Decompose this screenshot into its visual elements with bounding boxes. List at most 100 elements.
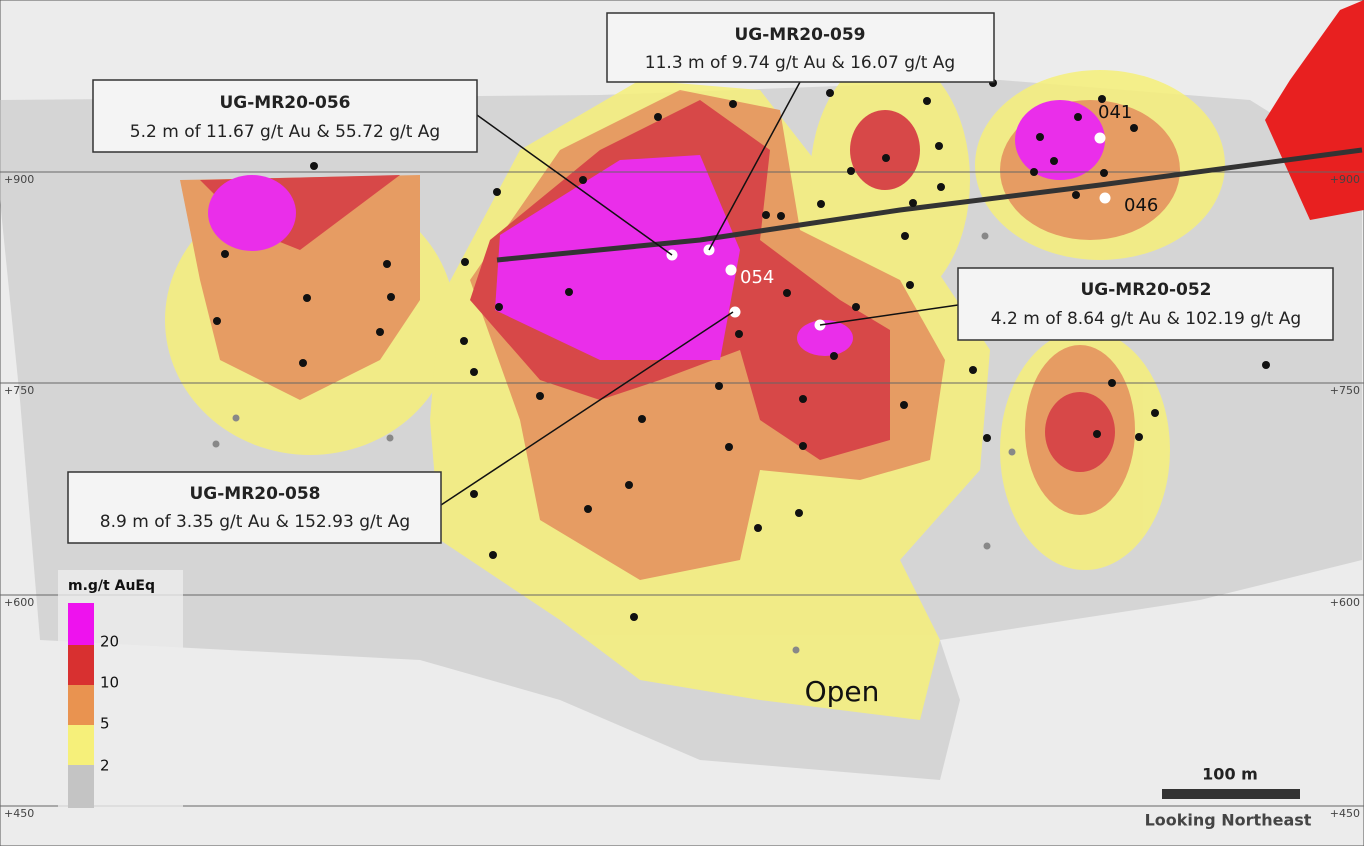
annotation: Open bbox=[805, 675, 880, 708]
legend-level: 2 bbox=[100, 757, 110, 775]
legend-swatch bbox=[68, 685, 94, 725]
drill-point bbox=[376, 328, 384, 336]
drill-point bbox=[725, 264, 737, 276]
drill-point bbox=[783, 289, 791, 297]
leaders bbox=[440, 81, 959, 506]
drill-point bbox=[1151, 409, 1159, 417]
scale-label: 100 m bbox=[1202, 765, 1258, 784]
drill-point bbox=[1008, 448, 1016, 456]
drill-point bbox=[852, 303, 860, 311]
drill-point bbox=[983, 542, 991, 550]
drill-point bbox=[638, 415, 646, 423]
drill-point bbox=[1262, 361, 1270, 369]
drill-point bbox=[310, 162, 318, 170]
drill-point bbox=[906, 281, 914, 289]
drill-point bbox=[213, 317, 221, 325]
drill-point bbox=[1135, 433, 1143, 441]
magenta-zone bbox=[1015, 100, 1105, 180]
drill-point bbox=[1130, 124, 1138, 132]
hole-label: 046 bbox=[1124, 195, 1158, 216]
red-solid bbox=[1265, 0, 1364, 220]
drill-point bbox=[909, 199, 917, 207]
drill-point bbox=[729, 306, 741, 318]
drill-point bbox=[1098, 95, 1106, 103]
drill-point bbox=[777, 212, 785, 220]
drill-point bbox=[1074, 113, 1082, 121]
callout-hole: UG-MR20-052 bbox=[1080, 280, 1211, 300]
drill-point bbox=[900, 401, 908, 409]
drill-points bbox=[212, 79, 1270, 654]
drill-point bbox=[969, 366, 977, 374]
drill-point bbox=[470, 490, 478, 498]
drill-point bbox=[935, 142, 943, 150]
drill-point bbox=[817, 200, 825, 208]
drill-point bbox=[386, 434, 394, 442]
drill-point bbox=[1072, 191, 1080, 199]
drill-point bbox=[1099, 192, 1111, 204]
leader-line bbox=[469, 109, 673, 256]
drill-point bbox=[1030, 168, 1038, 176]
magenta-zone bbox=[797, 320, 853, 356]
drill-point bbox=[735, 330, 743, 338]
callout-box bbox=[67, 471, 442, 544]
elevation-label: +600 bbox=[1330, 596, 1360, 609]
drill-point bbox=[536, 392, 544, 400]
callout-box bbox=[957, 267, 1334, 341]
underground-drift bbox=[496, 147, 1363, 263]
drill-point bbox=[1050, 157, 1058, 165]
drill-point bbox=[565, 288, 573, 296]
drill-point bbox=[387, 293, 395, 301]
drill-point bbox=[901, 232, 909, 240]
drill-point bbox=[493, 188, 501, 196]
callout-intercept: 8.9 m of 3.35 g/t Au & 152.93 g/t Ag bbox=[100, 512, 410, 532]
drill-point bbox=[792, 646, 800, 654]
hole-label: 054 bbox=[740, 267, 774, 288]
elevation-label: +600 bbox=[4, 596, 34, 609]
callout-box bbox=[92, 79, 478, 153]
drill-point bbox=[460, 337, 468, 345]
callout-intercept: 4.2 m of 8.64 g/t Au & 102.19 g/t Ag bbox=[991, 309, 1301, 329]
drill-point bbox=[232, 414, 240, 422]
legend-swatch bbox=[68, 765, 94, 808]
drill-point bbox=[762, 211, 770, 219]
drill-point bbox=[579, 176, 587, 184]
drill-point bbox=[470, 368, 478, 376]
legend-swatch bbox=[68, 603, 94, 645]
drill-point bbox=[830, 352, 838, 360]
drill-point bbox=[799, 395, 807, 403]
magenta-zone bbox=[495, 155, 740, 360]
drill-point bbox=[630, 613, 638, 621]
view-direction: Looking Northeast bbox=[1145, 811, 1312, 830]
drill-point bbox=[584, 505, 592, 513]
drill-point bbox=[1036, 133, 1044, 141]
hole-label: 041 bbox=[1098, 102, 1132, 123]
drill-point bbox=[383, 260, 391, 268]
drill-point bbox=[489, 551, 497, 559]
red-zone bbox=[1045, 392, 1115, 472]
drill-point bbox=[212, 440, 220, 448]
legend-level: 5 bbox=[100, 715, 110, 733]
drill-point bbox=[937, 183, 945, 191]
drill-point bbox=[795, 509, 803, 517]
drill-point bbox=[1094, 132, 1106, 144]
red-solid-shape bbox=[1265, 0, 1364, 220]
elevation-lines bbox=[0, 171, 1364, 807]
magenta-zone bbox=[208, 175, 296, 251]
drill-point bbox=[754, 524, 762, 532]
elevation-label: +450 bbox=[1330, 807, 1360, 820]
callout-intercept: 11.3 m of 9.74 g/t Au & 16.07 g/t Ag bbox=[645, 53, 955, 73]
drill-point bbox=[221, 250, 229, 258]
drill-point bbox=[826, 89, 834, 97]
leader-line bbox=[440, 311, 734, 506]
drill-point bbox=[983, 434, 991, 442]
drill-point bbox=[654, 113, 662, 121]
drill-point bbox=[303, 294, 311, 302]
elevation-label: +450 bbox=[4, 807, 34, 820]
red-zone bbox=[850, 110, 920, 190]
drill-point bbox=[625, 481, 633, 489]
callout-intercept: 5.2 m of 11.67 g/t Au & 55.72 g/t Ag bbox=[130, 122, 440, 142]
drill-point bbox=[1093, 430, 1101, 438]
callout-box bbox=[606, 12, 995, 83]
drill-point bbox=[729, 100, 737, 108]
